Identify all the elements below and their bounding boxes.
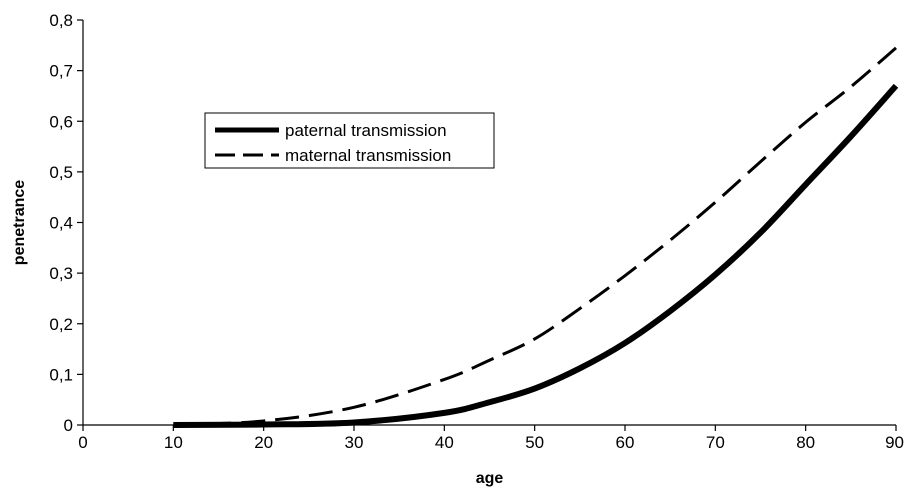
y-tick-label: 0,2 (49, 315, 73, 334)
x-tick-label: 0 (78, 433, 87, 452)
y-axis-ticks: 0 0,1 0,2 0,3 0,4 0,5 0,6 0,7 0,8 (49, 11, 83, 435)
y-tick-label: 0 (64, 416, 73, 435)
y-axis-title: penetrance (11, 180, 28, 265)
legend: paternal transmission maternal transmiss… (204, 112, 495, 169)
y-tick-label: 0,8 (49, 11, 73, 30)
x-tick-label: 50 (525, 433, 544, 452)
y-tick-label: 0,6 (49, 112, 73, 131)
x-axis-title: age (476, 470, 504, 487)
series-line-paternal (173, 83, 899, 428)
x-tick-label: 40 (435, 433, 454, 452)
y-tick-label: 0,7 (49, 62, 73, 81)
y-tick-label: 0,4 (49, 214, 73, 233)
legend-box (204, 112, 495, 169)
series-lines (173, 46, 899, 428)
x-tick-label: 10 (164, 433, 183, 452)
x-tick-label: 80 (796, 433, 815, 452)
x-tick-label: 30 (345, 433, 364, 452)
legend-label-maternal: maternal transmission (285, 146, 451, 165)
legend-label-paternal: paternal transmission (285, 121, 447, 140)
series-line-maternal (173, 46, 897, 427)
x-tick-label: 60 (616, 433, 635, 452)
y-tick-label: 0,5 (49, 163, 73, 182)
y-tick-label: 0,3 (49, 264, 73, 283)
x-tick-label: 70 (706, 433, 725, 452)
x-axis-ticks: 0 10 20 30 40 50 60 70 80 90 (78, 425, 904, 452)
y-tick-label: 0,1 (49, 365, 73, 384)
x-tick-label: 90 (885, 433, 904, 452)
x-tick-label: 20 (254, 433, 273, 452)
